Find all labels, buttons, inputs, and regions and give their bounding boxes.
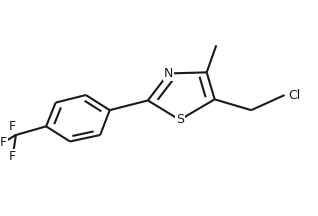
Text: F: F [9,120,16,133]
Text: N: N [164,67,173,80]
Text: Cl: Cl [288,89,301,102]
Text: S: S [176,113,184,126]
Text: F: F [9,150,16,163]
Text: F: F [0,136,7,149]
